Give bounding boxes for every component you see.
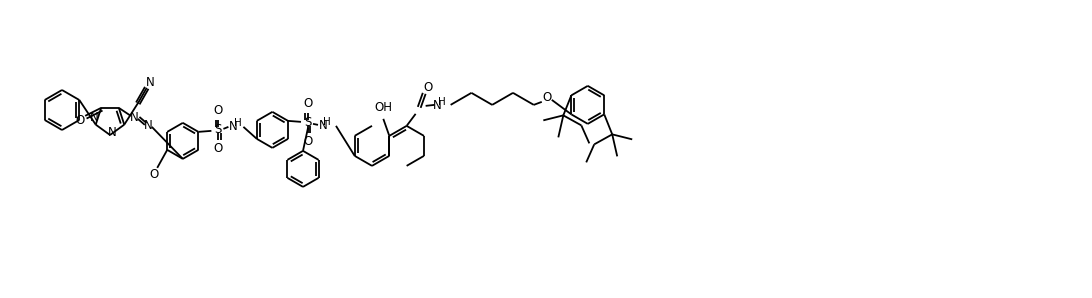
Text: S: S	[305, 116, 311, 129]
Text: OH: OH	[375, 101, 392, 114]
Text: O: O	[542, 91, 551, 104]
Text: N: N	[130, 111, 139, 124]
Text: N: N	[108, 125, 117, 139]
Text: S: S	[215, 123, 222, 136]
Text: H: H	[438, 97, 446, 107]
Text: N: N	[319, 119, 328, 132]
Text: O: O	[214, 104, 223, 117]
Text: H: H	[323, 117, 331, 127]
Text: O: O	[75, 114, 85, 127]
Text: N: N	[146, 76, 155, 89]
Text: O: O	[214, 142, 223, 155]
Text: N: N	[143, 119, 152, 132]
Text: N: N	[434, 99, 442, 112]
Text: O: O	[304, 135, 312, 148]
Text: O: O	[423, 81, 432, 94]
Text: H: H	[234, 118, 241, 128]
Text: N: N	[91, 111, 99, 124]
Text: O: O	[150, 168, 158, 181]
Text: N: N	[229, 120, 238, 134]
Text: O: O	[304, 97, 312, 110]
